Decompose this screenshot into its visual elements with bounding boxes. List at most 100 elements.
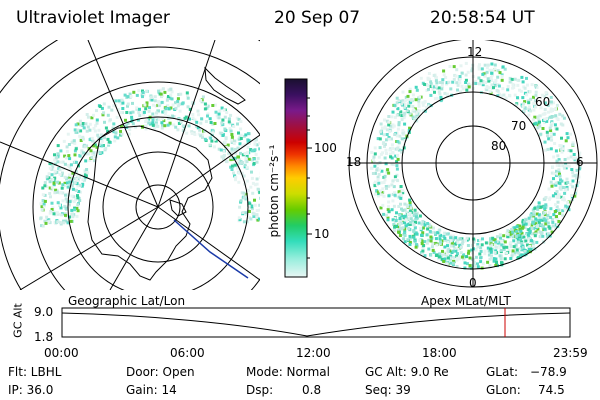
- emission-pixel: [550, 184, 554, 188]
- emission-pixel: [478, 63, 481, 67]
- emission-pixel: [381, 151, 385, 155]
- emission-pixel: [85, 129, 89, 133]
- emission-pixel: [396, 107, 400, 111]
- emission-pixel: [74, 130, 78, 134]
- emission-pixel: [414, 111, 418, 115]
- emission-pixel: [532, 220, 536, 224]
- emission-pixel: [248, 202, 252, 206]
- emission-pixel: [106, 137, 110, 141]
- emission-pixel: [239, 127, 243, 131]
- emission-pixel: [187, 124, 191, 128]
- emission-pixel: [514, 103, 518, 107]
- emission-pixel: [201, 133, 205, 137]
- emission-pixel: [431, 84, 435, 88]
- emission-pixel: [402, 101, 406, 105]
- emission-pixel: [497, 244, 501, 247]
- emission-pixel: [376, 194, 380, 198]
- emission-pixel: [410, 98, 414, 102]
- emission-pixel: [543, 140, 547, 144]
- emission-pixel: [379, 206, 383, 210]
- emission-pixel: [151, 123, 155, 127]
- emission-pixel: [491, 236, 495, 240]
- emission-pixel: [56, 180, 60, 184]
- emission-pixel: [576, 173, 580, 177]
- geographic-panel-label: Geographic Lat/Lon: [68, 294, 186, 308]
- emission-pixel: [56, 160, 60, 164]
- emission-pixel: [151, 112, 155, 116]
- emission-pixel: [209, 131, 213, 135]
- emission-pixel: [549, 100, 553, 104]
- emission-pixel: [54, 188, 58, 192]
- emission-pixel: [503, 257, 507, 261]
- emission-pixel: [409, 221, 412, 224]
- emission-pixel: [51, 165, 55, 169]
- emission-pixel: [400, 221, 403, 225]
- emission-pixel: [400, 118, 404, 122]
- emission-pixel: [451, 237, 455, 241]
- emission-pixel: [234, 178, 237, 182]
- emission-pixel: [209, 136, 213, 140]
- emission-pixel: [561, 147, 565, 151]
- emission-pixel: [433, 85, 436, 89]
- emission-pixel: [500, 74, 504, 78]
- emission-pixel: [58, 203, 61, 207]
- emission-pixel: [76, 179, 79, 183]
- emission-pixel: [395, 164, 399, 168]
- emission-pixel: [483, 252, 487, 256]
- emission-pixel: [102, 111, 106, 115]
- emission-pixel: [86, 152, 90, 156]
- emission-pixel: [191, 101, 195, 105]
- emission-pixel: [446, 240, 449, 244]
- emission-pixel: [572, 156, 575, 160]
- emission-pixel: [64, 193, 67, 197]
- emission-pixel: [575, 168, 579, 172]
- emission-pixel: [499, 249, 503, 252]
- emission-pixel: [396, 147, 399, 150]
- emission-pixel: [502, 234, 506, 238]
- emission-pixel: [398, 213, 402, 217]
- emission-pixel: [255, 138, 258, 142]
- emission-pixel: [454, 249, 458, 253]
- emission-pixel: [528, 231, 532, 235]
- emission-pixel: [70, 208, 74, 212]
- emission-pixel: [255, 143, 259, 147]
- emission-pixel: [514, 234, 518, 238]
- emission-pixel: [537, 220, 541, 224]
- emission-pixel: [186, 96, 190, 100]
- emission-pixel: [141, 95, 144, 99]
- emission-pixel: [417, 221, 421, 225]
- emission-pixel: [408, 234, 412, 238]
- emission-pixel: [142, 110, 146, 114]
- emission-pixel: [569, 183, 573, 186]
- door-info: Door: Open: [126, 365, 195, 379]
- emission-pixel: [255, 182, 259, 186]
- ip-info: IP: 36.0: [8, 383, 54, 397]
- emission-pixel: [477, 67, 481, 71]
- emission-pixel: [538, 114, 542, 118]
- emission-pixel: [63, 204, 67, 208]
- emission-pixel: [379, 122, 383, 126]
- emission-pixel: [397, 230, 400, 234]
- emission-pixel: [404, 95, 408, 99]
- emission-pixel: [470, 266, 473, 270]
- emission-pixel: [188, 117, 191, 121]
- emission-pixel: [103, 136, 106, 140]
- emission-pixel: [465, 262, 469, 266]
- emission-pixel: [496, 94, 500, 98]
- emission-pixel: [86, 125, 90, 129]
- emission-pixel: [148, 106, 151, 110]
- emission-pixel: [417, 109, 421, 113]
- emission-pixel: [126, 121, 130, 125]
- emission-pixel: [511, 249, 515, 253]
- emission-pixel: [541, 225, 545, 229]
- emission-pixel: [414, 212, 418, 216]
- time-tick-0600: 06:00: [170, 346, 205, 360]
- emission-pixel: [405, 109, 409, 113]
- emission-pixel: [195, 124, 198, 128]
- emission-pixel: [397, 148, 401, 152]
- emission-pixel: [84, 159, 88, 163]
- emission-pixel: [51, 178, 55, 182]
- emission-pixel: [76, 122, 80, 126]
- emission-pixel: [119, 129, 122, 133]
- emission-pixel: [411, 219, 415, 223]
